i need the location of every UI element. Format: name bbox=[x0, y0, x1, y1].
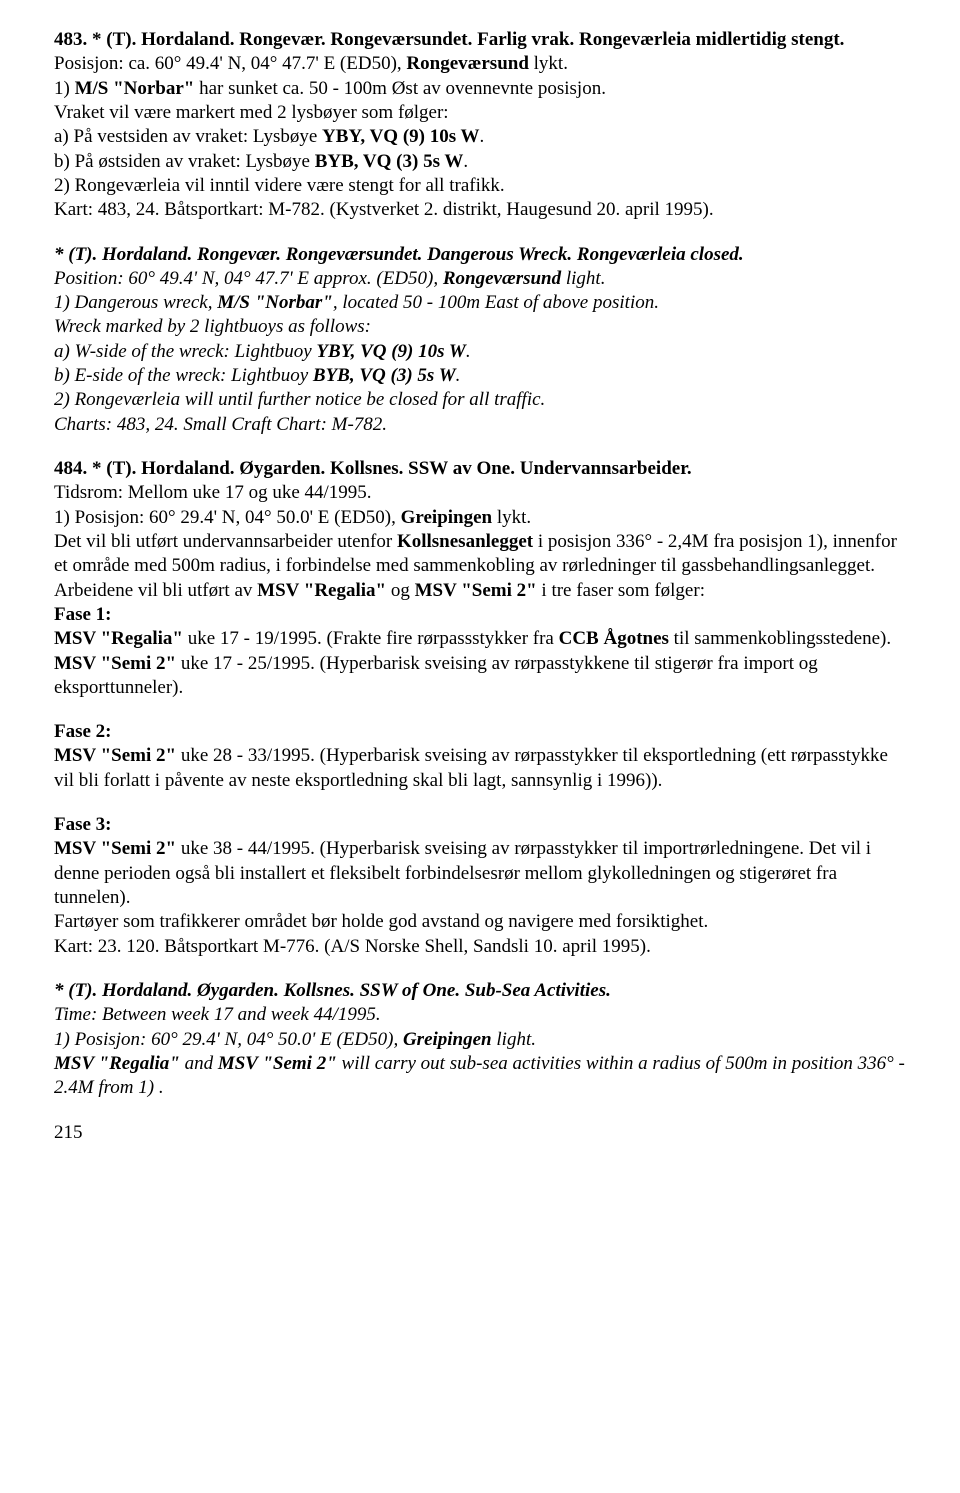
text-line: Vraket vil være markert med 2 lysbøyer s… bbox=[54, 101, 906, 125]
text: har sunket ca. 50 - 100m Øst av ovennevn… bbox=[194, 78, 606, 99]
buoy-spec: YBY, VQ (9) 10s W bbox=[322, 126, 479, 147]
text-line: MSV "Semi 2" uke 28 - 33/1995. (Hyperbar… bbox=[54, 744, 906, 793]
notice-484-title-en: * (T). Hordaland. Øygarden. Kollsnes. SS… bbox=[54, 979, 906, 1003]
time-range: Time: Between week 17 and week 44/1995. bbox=[54, 1003, 906, 1027]
text: and bbox=[180, 1053, 218, 1074]
time-range: Tidsrom: Mellom uke 17 og uke 44/1995. bbox=[54, 481, 906, 505]
notice-484-en: * (T). Hordaland. Øygarden. Kollsnes. SS… bbox=[54, 979, 906, 1101]
light-name: Rongeværsund bbox=[443, 268, 561, 289]
text-line: MSV "Semi 2" uke 17 - 25/1995. (Hyperbar… bbox=[54, 652, 906, 701]
text: a) W-side of the wreck: Lightbuoy bbox=[54, 341, 316, 362]
text: 1) Posisjon: 60° 29.4' N, 04° 50.0' E (E… bbox=[54, 1029, 403, 1050]
text: lykt. bbox=[492, 507, 531, 528]
buoy-spec: BYB, VQ (3) 5s W bbox=[315, 151, 464, 172]
text: , located 50 - 100m East of above positi… bbox=[333, 292, 659, 313]
text: uke 17 - 19/1995. (Frakte fire rørpassst… bbox=[183, 628, 559, 649]
text: Det vil bli utført undervannsarbeider ut… bbox=[54, 531, 397, 552]
text: uke 38 - 44/1995. (Hyperbarisk sveising … bbox=[54, 838, 871, 908]
text: Position: 60° 49.4' N, 04° 47.7' E appro… bbox=[54, 268, 443, 289]
place-name: CCB Ågotnes bbox=[559, 628, 669, 649]
notice-484-no: 484. * (T). Hordaland. Øygarden. Kollsne… bbox=[54, 457, 906, 700]
text: light. bbox=[561, 268, 605, 289]
vessel-name: M/S "Norbar" bbox=[75, 78, 195, 99]
text: og bbox=[386, 580, 415, 601]
chart-ref: Kart: 23. 120. Båtsportkart M-776. (A/S … bbox=[54, 935, 906, 959]
text: 1) Posisjon: 60° 29.4' N, 04° 50.0' E (E… bbox=[54, 507, 401, 528]
text-line: MSV "Regalia" uke 17 - 19/1995. (Frakte … bbox=[54, 627, 906, 651]
text: b) E-side of the wreck: Lightbuoy bbox=[54, 365, 313, 386]
vessel-name: MSV "Semi 2" bbox=[54, 653, 176, 674]
text-line: b) På østsiden av vraket: Lysbøye BYB, V… bbox=[54, 150, 906, 174]
phase-2-block: Fase 2: MSV "Semi 2" uke 28 - 33/1995. (… bbox=[54, 720, 906, 793]
lykt-name: Greipingen bbox=[401, 507, 493, 528]
text: uke 28 - 33/1995. (Hyperbarisk sveising … bbox=[54, 745, 888, 790]
text: Arbeidene vil bli utført av bbox=[54, 580, 257, 601]
text-line: a) På vestsiden av vraket: Lysbøye YBY, … bbox=[54, 125, 906, 149]
text: Posisjon: ca. 60° 49.4' N, 04° 47.7' E (… bbox=[54, 53, 406, 74]
text: lykt. bbox=[529, 53, 568, 74]
vessel-name: MSV "Semi 2" bbox=[54, 838, 176, 859]
chart-ref: Charts: 483, 24. Small Craft Chart: M-78… bbox=[54, 413, 906, 437]
text-line: a) W-side of the wreck: Lightbuoy YBY, V… bbox=[54, 340, 906, 364]
text-line: Fartøyer som trafikkerer området bør hol… bbox=[54, 910, 906, 934]
text: a) På vestsiden av vraket: Lysbøye bbox=[54, 126, 322, 147]
notice-483-position-en: Position: 60° 49.4' N, 04° 47.7' E appro… bbox=[54, 267, 906, 291]
notice-483-no: 483. * (T). Hordaland. Rongevær. Rongevæ… bbox=[54, 28, 906, 223]
buoy-spec: YBY, VQ (9) 10s W bbox=[316, 341, 465, 362]
phase-heading: Fase 2: bbox=[54, 720, 906, 744]
text: 1) bbox=[54, 78, 75, 99]
notice-483-title-no: 483. * (T). Hordaland. Rongevær. Rongevæ… bbox=[54, 28, 906, 52]
page-number: 215 bbox=[54, 1121, 906, 1145]
vessel-name: MSV "Semi 2" bbox=[54, 745, 176, 766]
vessel-name: M/S "Norbar" bbox=[217, 292, 333, 313]
notice-483-position-no: Posisjon: ca. 60° 49.4' N, 04° 47.7' E (… bbox=[54, 52, 906, 76]
text-line: 2) Rongeværleia will until further notic… bbox=[54, 388, 906, 412]
chart-ref: Kart: 483, 24. Båtsportkart: M-782. (Kys… bbox=[54, 198, 906, 222]
text-line: 1) M/S "Norbar" har sunket ca. 50 - 100m… bbox=[54, 77, 906, 101]
vessel-name: MSV "Regalia" bbox=[54, 1053, 180, 1074]
buoy-spec: BYB, VQ (3) 5s W bbox=[313, 365, 456, 386]
vessel-name: MSV "Semi 2" bbox=[218, 1053, 337, 1074]
text-line: Det vil bli utført undervannsarbeider ut… bbox=[54, 530, 906, 579]
text-line: MSV "Semi 2" uke 38 - 44/1995. (Hyperbar… bbox=[54, 837, 906, 910]
vessel-name: MSV "Regalia" bbox=[257, 580, 386, 601]
text: 1) Dangerous wreck, bbox=[54, 292, 217, 313]
text-line: MSV "Regalia" and MSV "Semi 2" will carr… bbox=[54, 1052, 906, 1101]
text-line: 1) Dangerous wreck, M/S "Norbar", locate… bbox=[54, 291, 906, 315]
text: light. bbox=[492, 1029, 536, 1050]
notice-483-title-en: * (T). Hordaland. Rongevær. Rongeværsund… bbox=[54, 243, 906, 267]
text-line: Arbeidene vil bli utført av MSV "Regalia… bbox=[54, 579, 906, 603]
facility-name: Kollsnesanlegget bbox=[397, 531, 533, 552]
light-name: Greipingen bbox=[403, 1029, 492, 1050]
phase-3-block: Fase 3: MSV "Semi 2" uke 38 - 44/1995. (… bbox=[54, 813, 906, 959]
text: . bbox=[480, 126, 485, 147]
phase-heading: Fase 1: bbox=[54, 603, 906, 627]
text: . bbox=[466, 341, 471, 362]
vessel-name: MSV "Regalia" bbox=[54, 628, 183, 649]
text: til sammenkoblingsstedene). bbox=[669, 628, 891, 649]
text: . bbox=[463, 151, 468, 172]
phase-heading: Fase 3: bbox=[54, 813, 906, 837]
vessel-name: MSV "Semi 2" bbox=[415, 580, 537, 601]
text: i tre faser som følger: bbox=[537, 580, 705, 601]
notice-483-en: * (T). Hordaland. Rongevær. Rongeværsund… bbox=[54, 243, 906, 438]
text-line: 2) Rongeværleia vil inntil videre være s… bbox=[54, 174, 906, 198]
text-line: Wreck marked by 2 lightbuoys as follows: bbox=[54, 315, 906, 339]
text-line: b) E-side of the wreck: Lightbuoy BYB, V… bbox=[54, 364, 906, 388]
position-line: 1) Posisjon: 60° 29.4' N, 04° 50.0' E (E… bbox=[54, 1028, 906, 1052]
lykt-name: Rongeværsund bbox=[406, 53, 528, 74]
position-line: 1) Posisjon: 60° 29.4' N, 04° 50.0' E (E… bbox=[54, 506, 906, 530]
notice-484-title-no: 484. * (T). Hordaland. Øygarden. Kollsne… bbox=[54, 457, 906, 481]
text: . bbox=[456, 365, 461, 386]
text: b) På østsiden av vraket: Lysbøye bbox=[54, 151, 315, 172]
